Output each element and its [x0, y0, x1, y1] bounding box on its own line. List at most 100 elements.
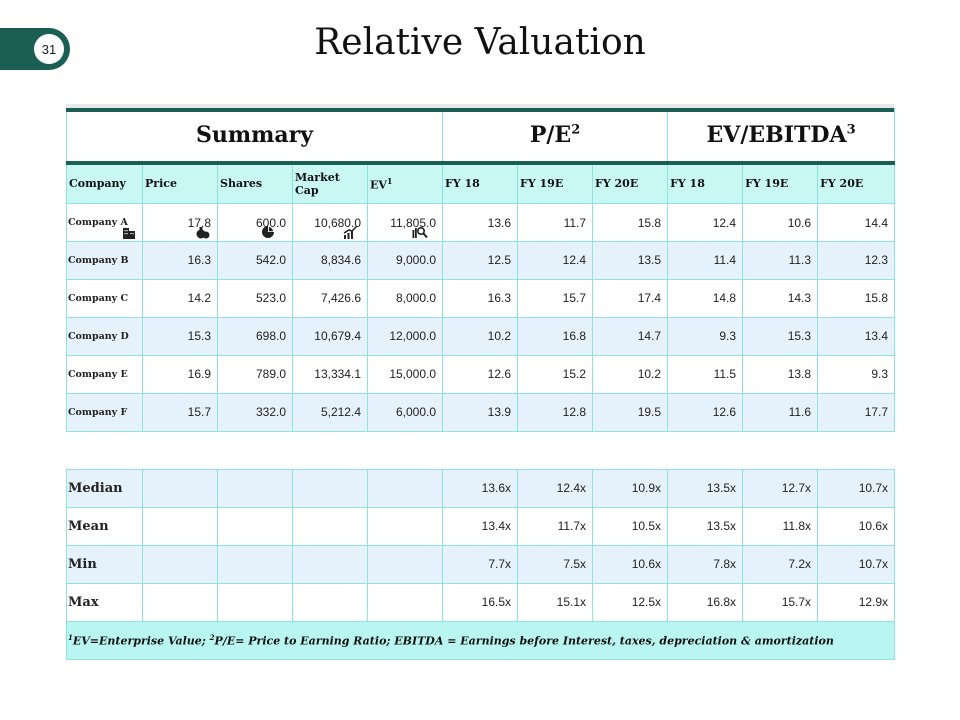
ev-fy19e-cell: 10.6	[742, 202, 819, 242]
ev-fy18-cell: 11.5	[667, 354, 744, 394]
spacer-row	[66, 430, 895, 470]
bar-search-icon	[412, 226, 428, 238]
stat-label: Median	[66, 468, 143, 508]
stat-cell: 13.5x	[667, 468, 744, 508]
slide-title: Relative Valuation	[314, 22, 646, 63]
pe-fy18-cell: 16.3	[442, 278, 519, 318]
stat-cell: 10.5x	[592, 506, 669, 546]
table-row: Company A 17.8 600.0 10,680.0 11,805.0 1…	[66, 202, 896, 242]
group-header-summary: Summary	[65, 108, 444, 165]
pe-fy20e-cell: 15.8	[592, 202, 669, 242]
pe-fy18-cell: 10.2	[442, 316, 519, 356]
ev-fy20e-cell: 14.4	[817, 202, 896, 242]
stat-cell: 12.4x	[517, 468, 594, 508]
ev-fy19e-cell: 14.3	[742, 278, 819, 318]
pe-fy18-cell: 13.9	[442, 392, 519, 432]
stat-cell: 12.9x	[817, 582, 896, 622]
ev-fy20e-cell: 12.3	[817, 240, 896, 280]
ev-cell: 6,000.0	[366, 392, 444, 432]
pe-fy19e-cell: 12.4	[517, 240, 594, 280]
pe-fy20e-cell: 17.4	[592, 278, 669, 318]
group-header-row: Summary P/E2 EV/EBITDA3	[65, 108, 896, 165]
market-cap-cell: 10,680.0	[292, 202, 368, 242]
col-header-pe-fy19e: FY 19E	[517, 162, 594, 204]
col-header-ev: EV1	[366, 162, 444, 204]
pe-fy19e-cell: 15.2	[517, 354, 594, 394]
building-icon	[123, 227, 135, 239]
stat-cell: 11.7x	[517, 506, 594, 546]
pe-fy18-cell: 13.6	[442, 202, 519, 242]
table-row: Company F 15.7 332.0 5,212.4 6,000.0 13.…	[66, 392, 896, 432]
stat-cell: 10.9x	[592, 468, 669, 508]
footnote-row: 1EV=Enterprise Value; 2P/E= Price to Ear…	[65, 620, 896, 660]
column-header-row: Company Price Shares Market Cap EV1 FY 1…	[66, 162, 896, 204]
stat-cell: 7.7x	[442, 544, 519, 584]
ev-fy18-cell: 11.4	[667, 240, 744, 280]
slide-number: 31	[34, 34, 64, 64]
ev-cell: 15,000.0	[366, 354, 444, 394]
shares-cell: 542.0	[217, 240, 293, 280]
table-top-rule	[66, 108, 894, 112]
valuation-table: Summary P/E2 EV/EBITDA3 Company Price Sh…	[65, 108, 896, 660]
col-header-pe-fy20e: FY 20E	[592, 162, 669, 204]
stat-cell: 15.1x	[517, 582, 594, 622]
price-cell: 16.3	[142, 240, 218, 280]
stat-cell: 12.5x	[592, 582, 669, 622]
col-header-price: Price	[142, 162, 218, 204]
table-row: Company E 16.9 789.0 13,334.1 15,000.0 1…	[66, 354, 896, 394]
shares-cell: 600.0	[217, 202, 293, 242]
slide-number-badge: 31	[0, 28, 70, 70]
pe-fy20e-cell: 13.5	[592, 240, 669, 280]
market-cap-cell: 8,834.6	[292, 240, 368, 280]
ev-fy20e-cell: 15.8	[817, 278, 896, 318]
pe-fy20e-cell: 10.2	[592, 354, 669, 394]
stat-cell: 13.4x	[442, 506, 519, 546]
shares-cell: 698.0	[217, 316, 293, 356]
ev-fy18-cell: 12.4	[667, 202, 744, 242]
market-cap-cell: 13,334.1	[292, 354, 368, 394]
price-cell: 15.3	[142, 316, 218, 356]
shares-cell: 332.0	[217, 392, 293, 432]
stat-cell: 13.6x	[442, 468, 519, 508]
pe-fy19e-cell: 16.8	[517, 316, 594, 356]
ev-fy20e-cell: 13.4	[817, 316, 896, 356]
stat-row-max: Max 16.5x 15.1x 12.5x 16.8x 15.7x 12.9x	[66, 582, 896, 622]
group-header-ev-ebitda: EV/EBITDA3	[667, 108, 896, 165]
pe-fy19e-cell: 11.7	[517, 202, 594, 242]
stat-label: Max	[66, 582, 143, 622]
pe-fy20e-cell: 14.7	[592, 316, 669, 356]
table-row: Company B 16.3 542.0 8,834.6 9,000.0 12.…	[66, 240, 896, 280]
money-bag-icon	[196, 226, 210, 238]
ev-fy18-cell: 9.3	[667, 316, 744, 356]
ev-cell: 8,000.0	[366, 278, 444, 318]
stat-cell: 13.5x	[667, 506, 744, 546]
col-header-market-cap: Market Cap	[292, 162, 368, 204]
table-row: Company C 14.2 523.0 7,426.6 8,000.0 16.…	[66, 278, 896, 318]
ev-fy20e-cell: 17.7	[817, 392, 896, 432]
stat-cell: 7.2x	[742, 544, 819, 584]
stat-row-median: Median 13.6x 12.4x 10.9x 13.5x 12.7x 10.…	[66, 468, 896, 508]
table-top-shadow	[66, 104, 894, 108]
company-name: Company B	[66, 240, 143, 280]
stat-cell: 16.8x	[667, 582, 744, 622]
pe-fy18-cell: 12.6	[442, 354, 519, 394]
col-header-shares: Shares	[217, 162, 293, 204]
stat-cell: 10.7x	[817, 544, 896, 584]
price-cell: 16.9	[142, 354, 218, 394]
stat-cell: 7.8x	[667, 544, 744, 584]
pe-fy20e-cell: 19.5	[592, 392, 669, 432]
stat-cell: 10.7x	[817, 468, 896, 508]
stat-cell: 10.6x	[817, 506, 896, 546]
company-name: Company F	[66, 392, 143, 432]
stat-cell: 7.5x	[517, 544, 594, 584]
footnote: 1EV=Enterprise Value; 2P/E= Price to Ear…	[65, 620, 896, 660]
company-name: Company C	[66, 278, 143, 318]
col-header-ev-fy19e: FY 19E	[742, 162, 819, 204]
company-name: Company E	[66, 354, 143, 394]
ev-fy18-cell: 12.6	[667, 392, 744, 432]
growth-chart-icon	[343, 224, 358, 239]
stat-label: Min	[66, 544, 143, 584]
stat-cell: 10.6x	[592, 544, 669, 584]
company-name: Company A	[66, 202, 143, 242]
stat-label: Mean	[66, 506, 143, 546]
